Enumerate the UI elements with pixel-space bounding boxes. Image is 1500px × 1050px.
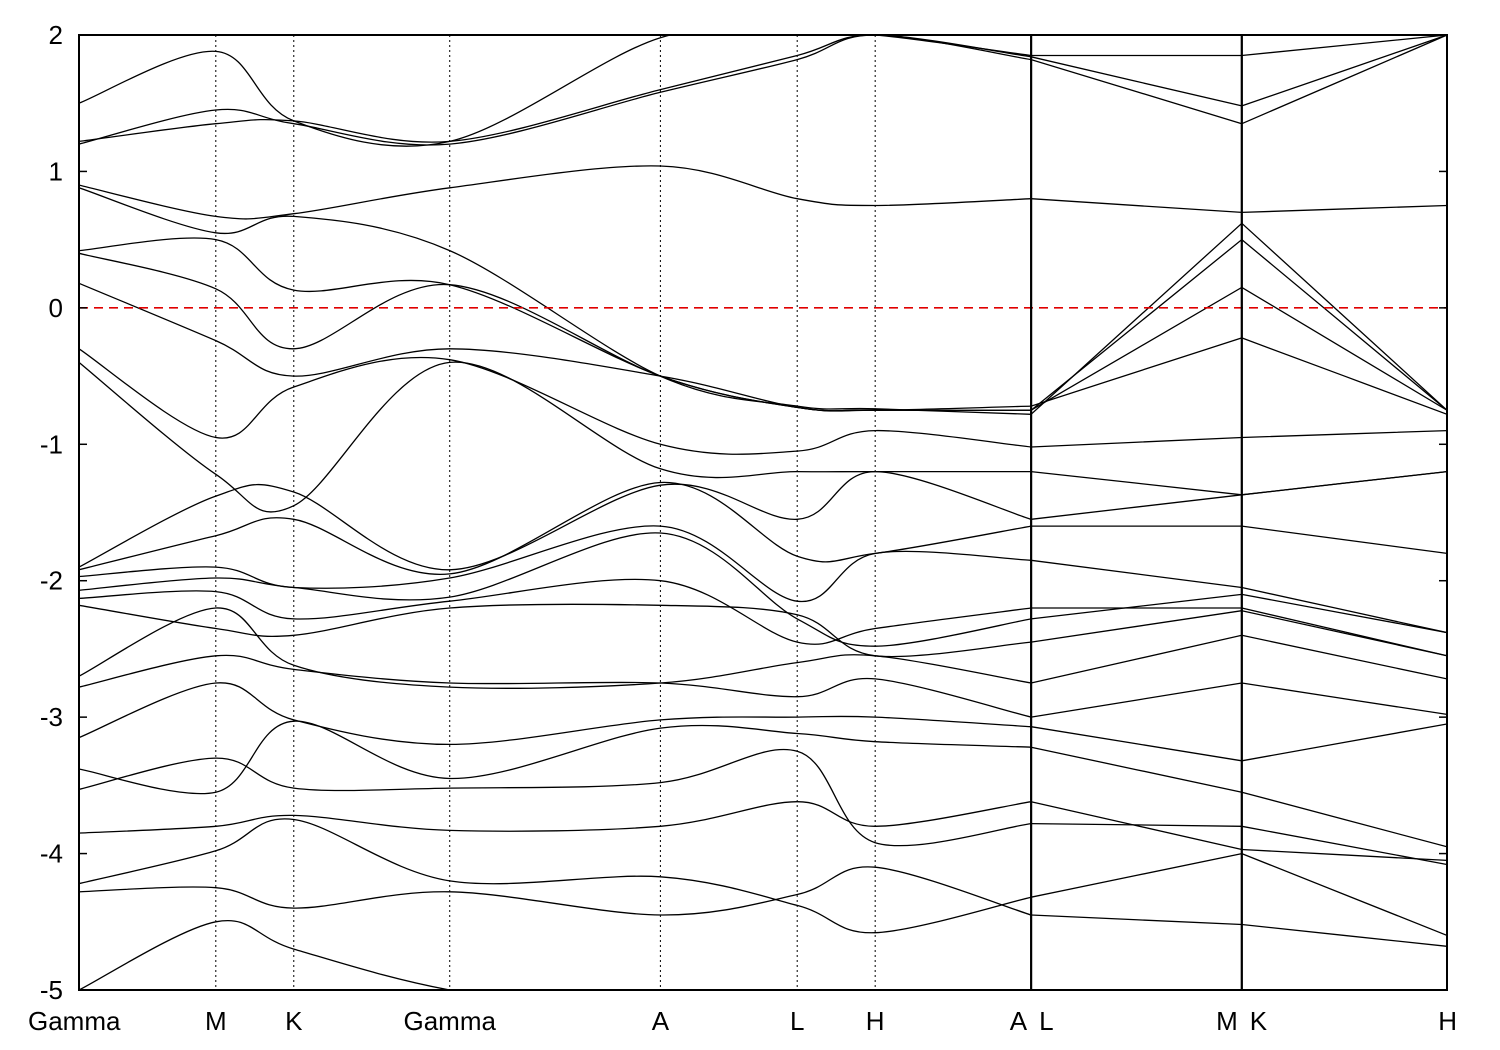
band-4-segment-0	[79, 748, 1032, 847]
band-8-segment-2	[1241, 634, 1448, 680]
x-tick-label-7: A	[1010, 1006, 1028, 1036]
band-4-segment-1	[1031, 822, 1242, 827]
band-20-segment-2	[1241, 222, 1448, 411]
band-8-segment-1	[1031, 634, 1242, 684]
x-axis: Gamma M K Gamma A L H A L M K H	[28, 1006, 1457, 1036]
band-5-segment-2	[1241, 791, 1448, 848]
band-11-segment-1	[1031, 593, 1242, 620]
x-tick-label-8: L	[1039, 1006, 1053, 1036]
band-8-segment-0	[79, 607, 1032, 689]
band-10-segment-2	[1241, 607, 1448, 657]
band-21-segment-0	[79, 165, 1032, 220]
y-tick-label-1: 1	[49, 156, 63, 186]
band-20-segment-1	[1031, 222, 1242, 415]
band-9-segment-0	[79, 603, 1032, 658]
band-1-segment-2	[1241, 923, 1448, 947]
band-6-segment-0	[79, 682, 1032, 746]
band-19-segment-0	[79, 237, 1032, 412]
band-22-segment-1	[1031, 58, 1242, 125]
band-9-segment-1	[1031, 610, 1242, 643]
band-2-segment-2	[1241, 852, 1448, 937]
plot-frames	[78, 34, 1449, 991]
band-15-segment-1	[1031, 470, 1242, 496]
band-21-segment-2	[1241, 204, 1448, 214]
panel-frame-2	[1240, 34, 1449, 991]
band-2-segment-0	[79, 818, 1032, 934]
band-4-segment-2	[1241, 825, 1448, 866]
x-tick-label-10: K	[1250, 1006, 1268, 1036]
band-1-segment-0	[79, 866, 1032, 916]
band-7-segment-0	[79, 654, 1032, 718]
band-0-segment-0	[79, 919, 454, 990]
band-16-segment-2	[1241, 429, 1448, 439]
band-2-segment-1	[1031, 852, 1242, 898]
band-14-segment-0	[79, 470, 1032, 571]
x-tick-label-3: Gamma	[403, 1006, 496, 1036]
band-6-segment-1	[1031, 726, 1242, 762]
band-5-segment-0	[79, 720, 1032, 795]
band-12-segment-1	[1031, 559, 1242, 589]
band-23-segment-2	[1241, 35, 1448, 107]
y-tick-label-6: -4	[40, 839, 63, 869]
band-1-segment-1	[1031, 914, 1242, 926]
y-tick-label-7: -5	[40, 975, 63, 1005]
band-24-segment-0	[79, 35, 1032, 147]
band-6-segment-2	[1241, 723, 1448, 762]
band-15-segment-2	[1241, 470, 1448, 496]
band-7-segment-2	[1241, 682, 1448, 716]
band-18-segment-2	[1241, 286, 1448, 411]
x-tick-label-1: M	[205, 1006, 227, 1036]
band-23-segment-1	[1031, 56, 1242, 107]
band-22-segment-2	[1241, 35, 1448, 125]
x-tick-label-5: L	[790, 1006, 804, 1036]
band-18-segment-1	[1031, 286, 1242, 411]
band-12-segment-0	[79, 525, 1032, 602]
band-3-segment-0	[79, 801, 1032, 834]
band-10-segment-0	[79, 578, 1032, 645]
band-lines	[79, 35, 1448, 990]
x-tick-label-0: Gamma	[28, 1006, 121, 1036]
band-13-segment-0	[79, 481, 1032, 575]
band-3-segment-1	[1031, 801, 1242, 851]
band-20-segment-0	[79, 187, 1032, 415]
y-tick-label-5: -3	[40, 702, 63, 732]
band-19-segment-2	[1241, 239, 1448, 411]
x-tick-label-11: H	[1438, 1006, 1457, 1036]
y-tick-label-4: -2	[40, 566, 63, 596]
y-tick-label-3: -1	[40, 429, 63, 459]
band-16-segment-1	[1031, 436, 1242, 448]
band-17-segment-2	[1241, 337, 1448, 415]
x-tick-label-2: K	[285, 1006, 303, 1036]
band-14-segment-1	[1031, 494, 1242, 520]
band-11-segment-0	[79, 532, 1032, 647]
y-tick-label-2: 0	[49, 293, 63, 323]
band-24-segment-2	[1241, 35, 1448, 57]
band-13-segment-2	[1241, 525, 1448, 555]
band-12-segment-2	[1241, 586, 1448, 634]
band-19-segment-1	[1031, 239, 1242, 411]
x-tick-label-9: M	[1216, 1006, 1238, 1036]
y-tick-label-0: 2	[49, 20, 63, 50]
band-7-segment-1	[1031, 682, 1242, 718]
band-5-segment-1	[1031, 746, 1242, 793]
y-axis: 2 1 0 -1 -2 -3 -4 -5	[40, 20, 1447, 1005]
band-3-segment-2	[1241, 848, 1448, 862]
band-16-segment-0	[79, 348, 1032, 455]
band-21-segment-1	[1031, 198, 1242, 214]
x-tick-label-6: H	[866, 1006, 885, 1036]
x-tick-label-4: A	[652, 1006, 670, 1036]
